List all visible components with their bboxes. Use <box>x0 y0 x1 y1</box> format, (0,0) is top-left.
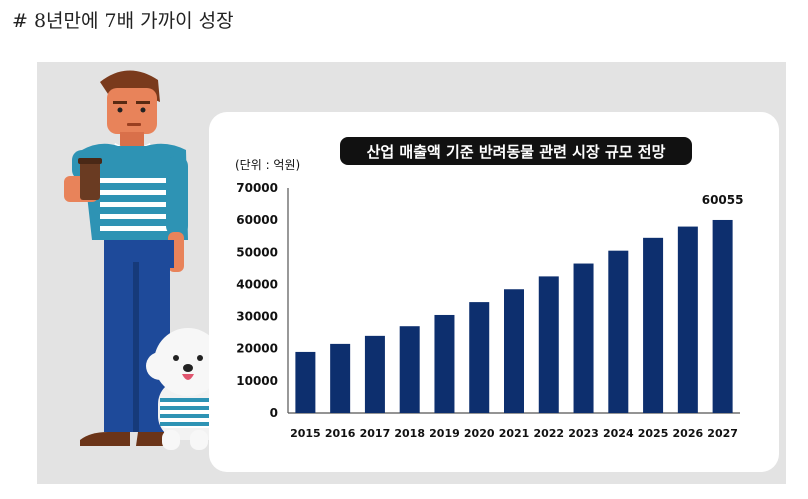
bar <box>712 219 733 413</box>
x-tick-label: 2023 <box>568 427 599 440</box>
bar <box>504 289 524 413</box>
unit-label: (단위 : 억원) <box>235 158 301 172</box>
bar <box>538 276 559 413</box>
bar <box>399 326 420 413</box>
y-tick-label: 70000 <box>236 181 278 195</box>
y-tick-label: 20000 <box>236 342 278 356</box>
y-tick-label: 40000 <box>236 277 278 291</box>
bar <box>573 263 594 413</box>
x-tick-label: 2022 <box>533 427 564 440</box>
x-tick-label: 2020 <box>464 427 495 440</box>
x-tick-label: 2027 <box>707 427 738 440</box>
x-tick-label: 2026 <box>673 427 704 440</box>
bar <box>677 226 698 413</box>
y-tick-label: 60000 <box>236 213 278 227</box>
page-heading: # 8년만에 7배 가까이 성장 <box>12 10 234 32</box>
y-tick-label: 50000 <box>236 245 278 259</box>
y-tick-label: 0 <box>270 406 278 420</box>
chart-title: 산업 매출액 기준 반려동물 관련 시장 규모 전망 <box>340 137 692 165</box>
x-tick-label: 2024 <box>603 427 634 440</box>
bar <box>330 343 351 413</box>
y-tick-label: 10000 <box>236 374 278 388</box>
data-label: 60055 <box>702 193 744 207</box>
bar <box>434 314 455 413</box>
x-tick-label: 2015 <box>290 427 321 440</box>
y-tick-label: 30000 <box>236 310 278 324</box>
bar <box>295 351 316 413</box>
bar <box>643 237 664 413</box>
x-tick-label: 2017 <box>360 427 391 440</box>
white-poodle-icon <box>146 328 248 450</box>
x-tick-label: 2019 <box>429 427 460 440</box>
x-tick-label: 2016 <box>325 427 356 440</box>
x-tick-label: 2018 <box>394 427 425 440</box>
x-tick-label: 2021 <box>499 427 530 440</box>
bar <box>608 250 629 413</box>
bar <box>469 302 490 413</box>
x-tick-label: 2025 <box>638 427 669 440</box>
bar <box>364 335 385 413</box>
